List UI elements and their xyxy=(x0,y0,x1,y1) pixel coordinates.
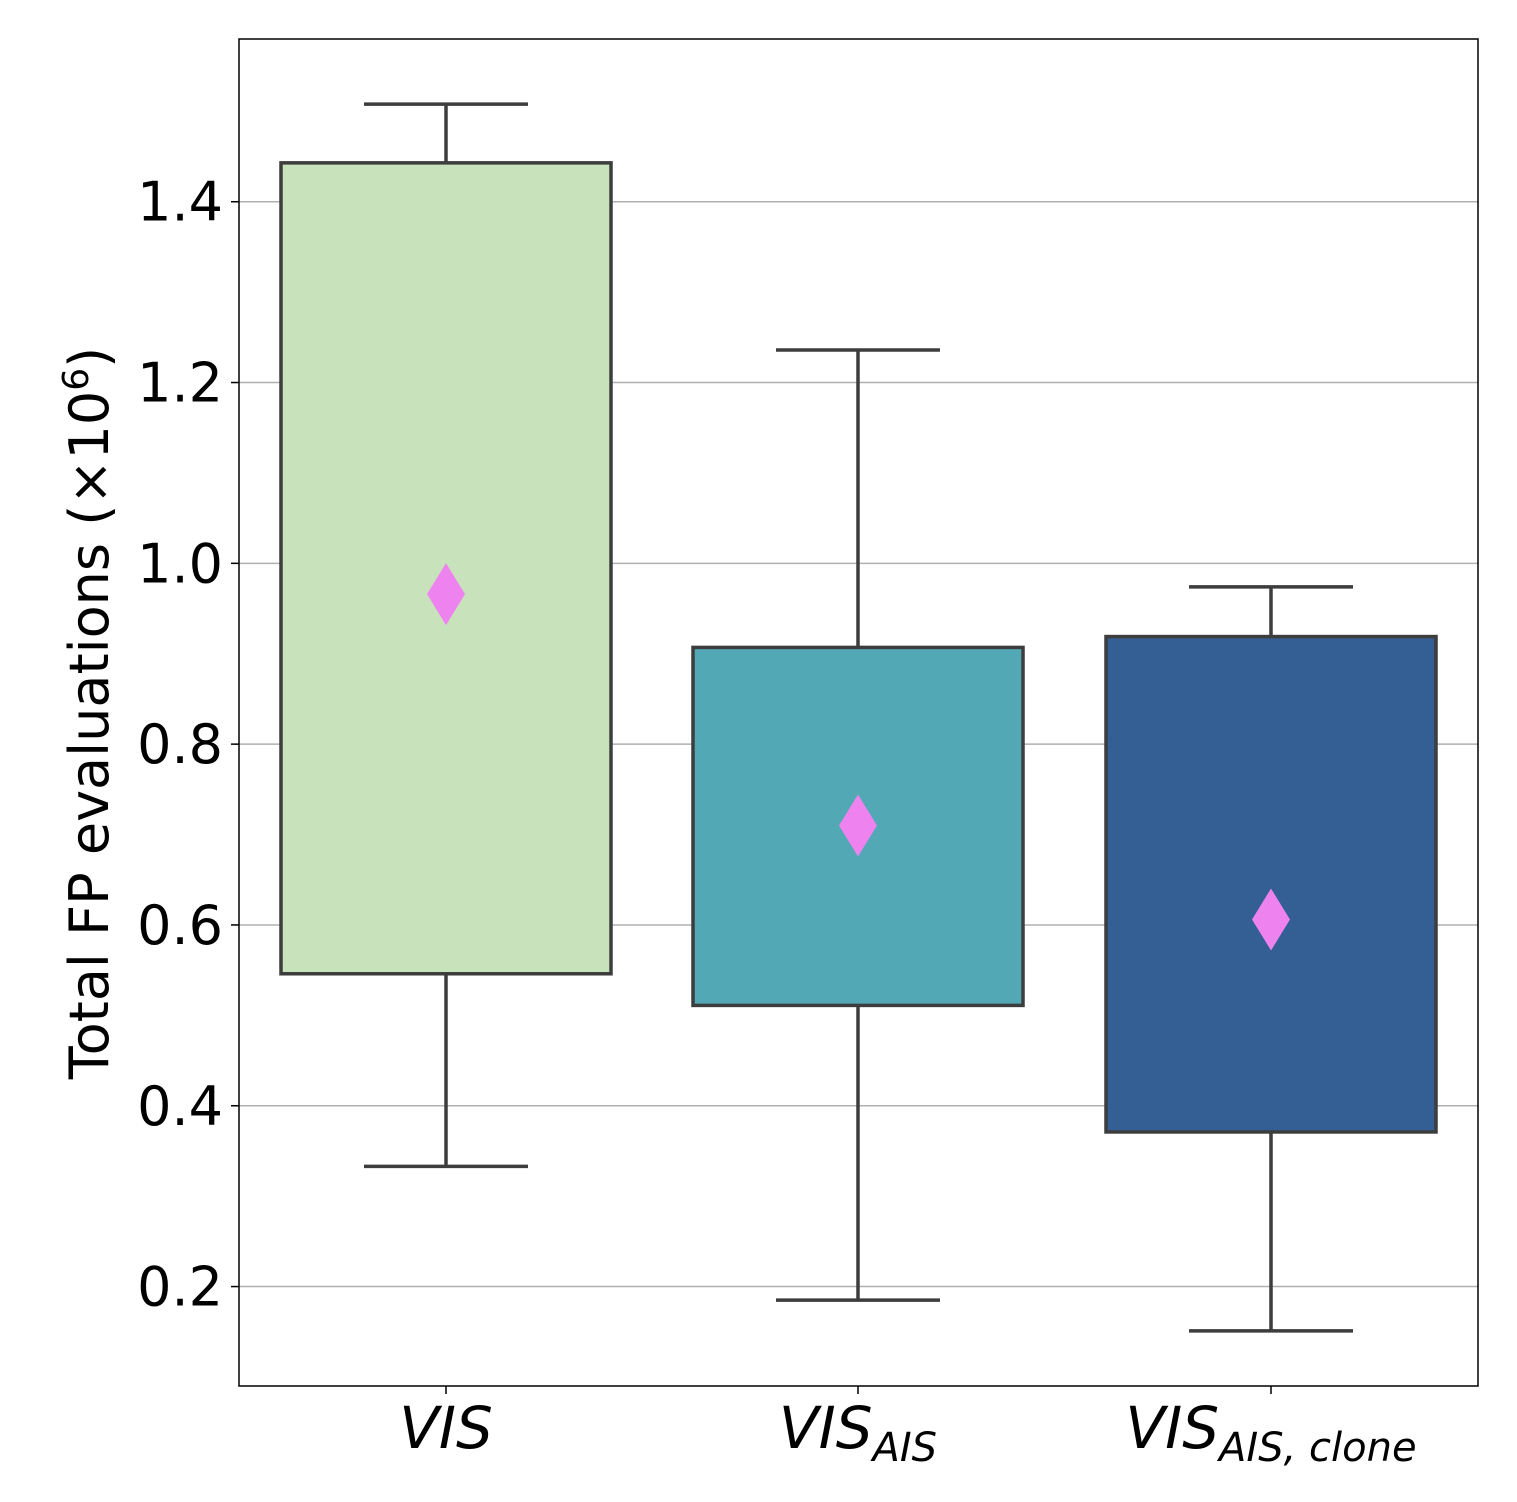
x-tick-label-base: VIS xyxy=(399,1394,493,1462)
y-axis-ticks: 0.2 0.4 0.6 0.8 1.0 1.2 1.4 xyxy=(137,171,239,1319)
y-tick-label: 0.6 xyxy=(137,894,223,957)
x-axis-ticks: VIS VISAIS VISAIS, clone xyxy=(399,1386,1417,1471)
x-tick-label-base: VIS xyxy=(1125,1394,1219,1462)
y-axis-title-close: ) xyxy=(58,347,121,368)
y-tick-label: 0.8 xyxy=(137,713,223,776)
x-tick-label-subscript: AIS xyxy=(870,1425,938,1471)
box-1 xyxy=(279,102,613,1169)
y-tick-label: 1.4 xyxy=(137,171,223,234)
mean-marker xyxy=(427,563,465,626)
mean-marker xyxy=(839,794,877,857)
iqr-box xyxy=(1104,634,1438,1134)
mean-marker xyxy=(1252,888,1290,951)
x-tick-label: VIS xyxy=(399,1394,493,1462)
y-axis-title-exponent: 6 xyxy=(56,368,97,391)
x-tick-label-base: VIS xyxy=(779,1394,873,1462)
box-2 xyxy=(691,348,1025,1302)
y-tick-label: 0.2 xyxy=(137,1256,223,1319)
y-axis-title: Total FP evaluations (×106) xyxy=(56,347,121,1080)
y-tick-label: 1.0 xyxy=(137,532,223,595)
box-3 xyxy=(1104,585,1438,1333)
y-axis-title-main: Total FP evaluations (×10 xyxy=(58,391,121,1080)
x-tick-label: VISAIS, clone xyxy=(1125,1394,1416,1471)
y-tick-label: 1.2 xyxy=(137,352,223,415)
y-tick-label: 0.4 xyxy=(137,1075,223,1138)
boxes xyxy=(279,102,1438,1333)
x-tick-label-subscript: AIS, clone xyxy=(1216,1425,1417,1471)
x-tick-label: VISAIS xyxy=(779,1394,937,1471)
